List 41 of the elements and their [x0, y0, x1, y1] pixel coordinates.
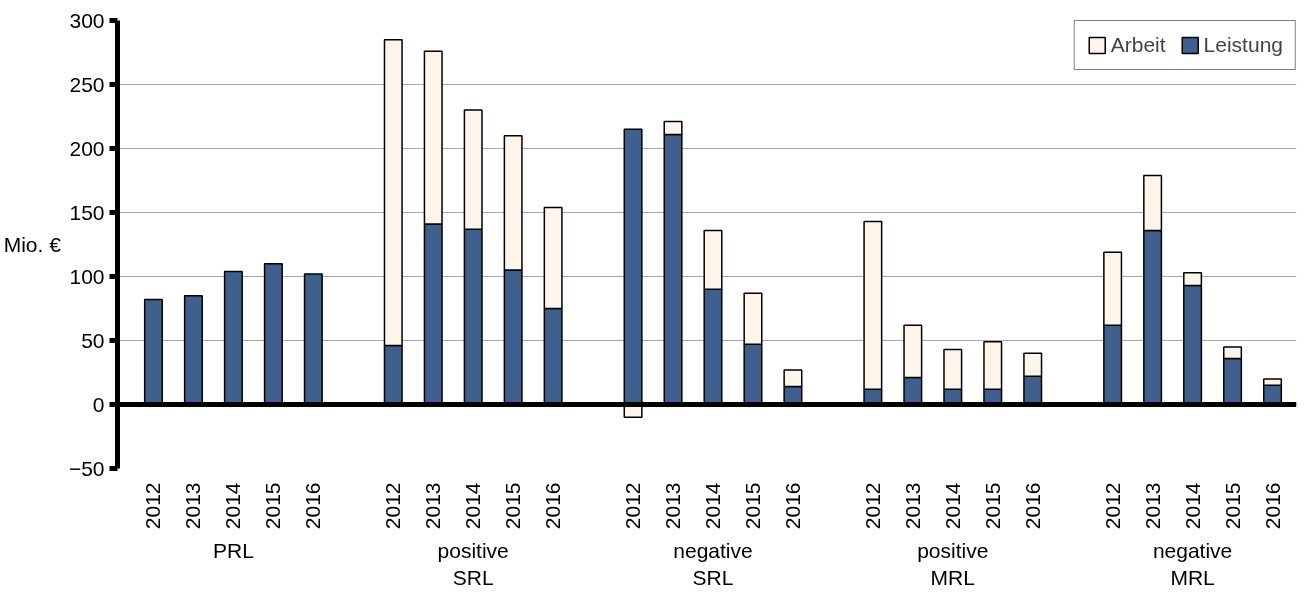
text: negative SRL: [673, 538, 753, 590]
x-tick-label: 2012: [860, 482, 884, 530]
x-tick-label: 2016: [541, 482, 565, 530]
x-tick-label: 2016: [780, 482, 804, 530]
text: negative MRL: [1152, 538, 1233, 590]
x-tick-label: 2013: [181, 482, 205, 530]
y-tick-label: −50: [68, 456, 105, 480]
legend-label: Leistung: [1203, 33, 1283, 57]
x-tick-label: 2012: [621, 482, 645, 530]
text: positive MRL: [917, 538, 989, 590]
x-tick-label: 2012: [141, 482, 165, 530]
y-tick-label: 150: [69, 200, 105, 224]
x-tick-label: 2015: [980, 482, 1004, 530]
x-tick-label: 2014: [1180, 482, 1204, 530]
x-tick-label: 2014: [940, 482, 964, 530]
x-tick-label: 2012: [1100, 482, 1124, 530]
legend-label: Arbeit: [1110, 33, 1166, 57]
text: positive SRL: [437, 538, 509, 590]
x-tick-label: 2013: [1140, 482, 1164, 530]
text: PRL: [212, 538, 254, 562]
x-tick-label: 2016: [1020, 482, 1044, 530]
y-tick-label: 0: [92, 392, 105, 416]
x-tick-label: 2015: [740, 482, 764, 530]
x-tick-label: 2013: [900, 482, 924, 530]
x-tick-label: 2014: [700, 482, 724, 530]
y-tick-label: 100: [69, 264, 105, 288]
x-tick-label: 2012: [381, 482, 405, 530]
x-tick-label: 2013: [421, 482, 445, 530]
x-tick-label: 2015: [501, 482, 525, 530]
x-tick-label: 2014: [461, 482, 485, 530]
x-tick-label: 2016: [1260, 482, 1284, 530]
y-tick-label: 50: [81, 328, 105, 352]
x-tick-label: 2013: [661, 482, 685, 530]
x-tick-label: 2014: [221, 482, 245, 530]
y-axis-title: Mio. €: [3, 233, 62, 256]
x-tick-label: 2015: [1220, 482, 1244, 530]
y-tick-label: 250: [69, 72, 105, 96]
x-tick-label: 2015: [261, 482, 285, 530]
x-tick-label: 2016: [301, 482, 325, 530]
y-tick-label: 200: [69, 136, 105, 160]
y-tick-label: 300: [69, 8, 105, 32]
